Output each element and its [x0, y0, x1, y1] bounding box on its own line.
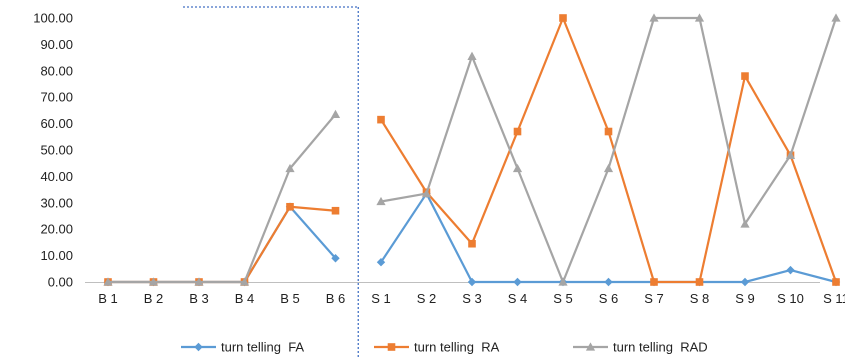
- data-point: [786, 265, 795, 275]
- y-tick-label: 30.00: [40, 195, 73, 210]
- series-layer: [103, 13, 841, 287]
- series-line: [108, 205, 337, 284]
- y-tick-label: 10.00: [40, 248, 73, 263]
- data-point: [331, 206, 340, 215]
- data-point: [604, 127, 613, 136]
- phase-change-lines: [183, 6, 359, 358]
- x-tick-label: S 7: [644, 291, 664, 306]
- data-point: [330, 109, 341, 119]
- data-point: [512, 163, 523, 173]
- legend-item-3: turn telling RAD: [573, 340, 708, 355]
- x-tick-label: B 4: [235, 291, 255, 306]
- data-point: [694, 13, 705, 22]
- data-point: [103, 277, 113, 286]
- data-point: [468, 239, 476, 248]
- data-point: [831, 13, 841, 22]
- data-point: [741, 72, 749, 80]
- series-line: [108, 113, 337, 284]
- data-point: [239, 277, 250, 286]
- data-point: [740, 219, 750, 228]
- x-tick-label: S 1: [371, 291, 391, 306]
- legend-swatch-marker: [387, 343, 396, 351]
- series-line: [380, 16, 838, 284]
- data-point: [286, 202, 294, 211]
- x-tick-label: S 10: [777, 291, 804, 306]
- legend-swatch-marker: [585, 342, 596, 351]
- series-line: [380, 16, 838, 284]
- data-point: [421, 188, 432, 198]
- data-point: [695, 278, 704, 286]
- y-tick-label: 80.00: [40, 63, 73, 78]
- x-tick-label: B 1: [98, 291, 118, 306]
- x-tick-label: B 5: [280, 291, 300, 306]
- legend: turn telling FA turn telling RA turn telli…: [181, 340, 708, 355]
- data-point: [467, 51, 477, 60]
- data-point: [558, 277, 568, 286]
- data-point: [832, 278, 840, 286]
- data-point: [148, 277, 159, 286]
- y-tick-label: 20.00: [40, 222, 73, 237]
- data-point: [376, 258, 386, 267]
- axes: 0.00 10.00 20.00 30.00 40.00 50.00 60.00 70.00 8…: [33, 11, 845, 307]
- legend-item-1: turn telling FA: [181, 340, 304, 355]
- x-tick-label: S 9: [735, 291, 755, 306]
- data-point: [513, 277, 522, 287]
- data-point: [740, 277, 750, 287]
- x-tick-label: S 11: [823, 291, 845, 306]
- series-3: [103, 13, 841, 286]
- data-point: [513, 127, 522, 136]
- x-tick-label: S 2: [417, 291, 437, 306]
- x-tick-label: S 5: [553, 291, 573, 306]
- x-tick-label: S 6: [599, 291, 619, 306]
- data-point: [604, 277, 613, 287]
- y-tick-label: 70.00: [40, 90, 73, 105]
- data-point: [650, 278, 658, 286]
- series-line: [380, 192, 837, 284]
- legend-label: turn telling FA: [221, 340, 304, 355]
- data-point: [467, 277, 477, 287]
- x-tick-label: S 3: [462, 291, 482, 306]
- data-point: [194, 277, 204, 286]
- legend-label: turn telling RAD: [613, 340, 708, 355]
- data-point: [603, 163, 614, 173]
- legend-item-2: turn telling RA: [374, 340, 500, 355]
- data-point: [285, 163, 295, 173]
- y-tick-label: 90.00: [40, 37, 73, 52]
- y-tick-label: 0.00: [48, 275, 73, 290]
- x-tick-label: S 8: [690, 291, 710, 306]
- y-tick-label: 50.00: [40, 143, 73, 158]
- y-tick-label: 40.00: [40, 169, 73, 184]
- x-tick-label: B 6: [326, 291, 346, 306]
- series-1: [103, 189, 841, 287]
- data-point: [331, 254, 340, 263]
- data-point: [376, 196, 386, 206]
- legend-label: turn telling RA: [414, 340, 500, 355]
- x-tick-label: B 3: [189, 291, 209, 306]
- data-point: [785, 150, 796, 159]
- x-tick-label: S 4: [508, 291, 528, 306]
- data-point: [649, 13, 659, 22]
- x-tick-label: B 2: [144, 291, 164, 306]
- y-tick-label: 100.00: [33, 11, 73, 26]
- y-tick-label: 60.00: [40, 116, 73, 131]
- data-point: [559, 14, 567, 22]
- legend-swatch-marker: [194, 342, 203, 352]
- data-point: [377, 115, 385, 124]
